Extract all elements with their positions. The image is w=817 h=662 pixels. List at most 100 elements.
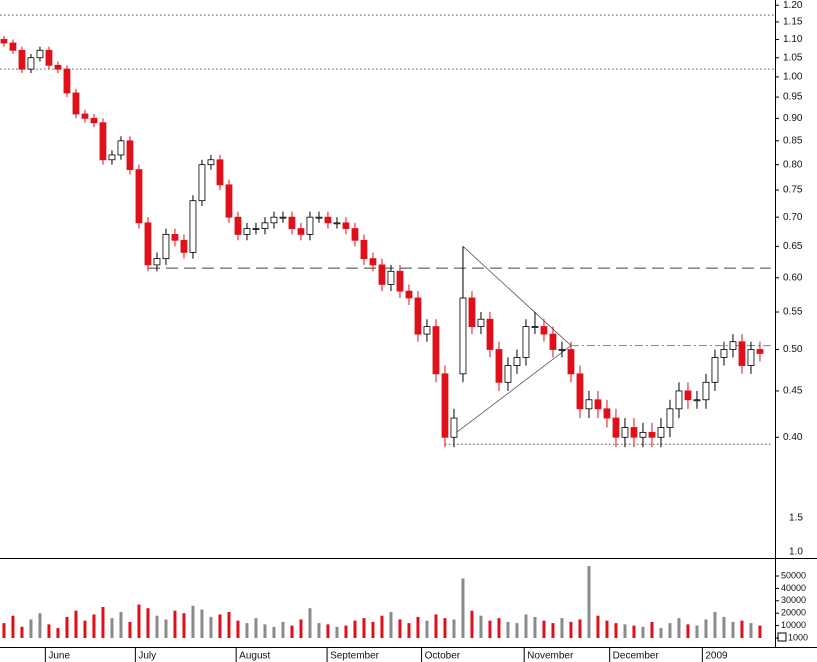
- volume-bar: [452, 619, 456, 638]
- candle-body: [279, 216, 287, 219]
- volume-bar: [722, 616, 726, 638]
- candle-body: [117, 140, 125, 156]
- candle-body: [459, 297, 467, 375]
- volume-bar: [749, 623, 753, 638]
- candle-body: [144, 222, 152, 266]
- x-tick-label: August: [239, 651, 270, 662]
- candle-body: [18, 49, 26, 70]
- x-tick-label: October: [425, 651, 461, 662]
- y-tick-label: 0.85: [783, 135, 803, 146]
- volume-bar: [614, 623, 618, 638]
- volume-bar: [83, 620, 87, 638]
- volume-bar: [263, 624, 267, 638]
- x-tick-label: December: [613, 651, 660, 662]
- volume-bar: [677, 618, 681, 638]
- volume-bar: [488, 620, 492, 638]
- y-tick-label: 0.90: [783, 113, 803, 124]
- candle-body: [603, 408, 611, 419]
- volume-bar: [200, 609, 204, 638]
- volume-bar: [317, 623, 321, 638]
- y-tick-label: 1.20: [783, 0, 803, 11]
- volume-bar: [353, 620, 357, 638]
- candle-body: [171, 234, 179, 241]
- volume-bar: [2, 623, 6, 638]
- y-tick-label: 1.00: [783, 72, 803, 83]
- y-tick-label: 1.10: [783, 34, 803, 45]
- volume-bar: [605, 620, 609, 638]
- volume-bar: [587, 566, 591, 638]
- candle-body: [441, 373, 449, 438]
- candle-body: [225, 184, 233, 218]
- volume-bar: [389, 611, 393, 638]
- candle-body: [369, 258, 377, 266]
- volume-bar: [308, 608, 312, 638]
- trend-line: [453, 345, 572, 435]
- candle-body: [738, 341, 746, 366]
- volume-bar: [461, 578, 465, 638]
- candle-body: [126, 140, 134, 171]
- volume-bar: [92, 614, 96, 638]
- volume-bar: [434, 614, 438, 638]
- y-tick-label: 0.80: [783, 159, 803, 170]
- candle-body: [522, 326, 530, 358]
- volume-bar: [101, 606, 105, 638]
- volume-bar: [38, 613, 42, 638]
- volume-bar: [272, 626, 276, 638]
- volume-unit: 1000: [788, 632, 808, 642]
- volume-bar: [407, 623, 411, 638]
- volume-bar: [713, 611, 717, 638]
- x-tick-label: November: [527, 651, 574, 662]
- candle-body: [432, 326, 440, 375]
- volume-bar: [524, 614, 528, 638]
- candle-body: [612, 417, 620, 438]
- volume-bar: [758, 625, 762, 638]
- candle-body: [450, 417, 458, 438]
- volume-bar: [470, 610, 474, 638]
- volume-bar: [182, 613, 186, 638]
- x-tick-label: June: [48, 651, 70, 662]
- candle-body: [729, 341, 737, 350]
- volume-bar: [659, 628, 663, 638]
- y-tick-label: 0.55: [783, 307, 803, 318]
- volume-bar: [164, 619, 168, 638]
- volume-bar: [641, 626, 645, 638]
- candle-body: [297, 228, 305, 235]
- volume-bar: [623, 624, 627, 638]
- volume-bar: [506, 621, 510, 638]
- candle-body: [720, 349, 728, 358]
- y-tick-label: 0.40: [783, 432, 803, 443]
- candle-body: [639, 431, 647, 438]
- candle-body: [585, 399, 593, 410]
- candle-body: [405, 290, 413, 299]
- volume-tick-label: 10000: [781, 620, 806, 630]
- candle-body: [531, 326, 539, 328]
- volume-bar: [560, 618, 564, 638]
- volume-bar: [155, 615, 159, 638]
- candle-body: [540, 326, 548, 335]
- candle-body: [342, 222, 350, 229]
- volume-tick-label: 50000: [781, 570, 806, 580]
- candle-body: [0, 39, 8, 44]
- candle-body: [270, 216, 278, 224]
- unit-checkbox[interactable]: [777, 632, 787, 642]
- volume-bar: [569, 621, 573, 638]
- extra-label: 1.0: [789, 547, 803, 558]
- candle-body: [504, 365, 512, 383]
- candle-body: [108, 154, 116, 161]
- candle-body: [333, 222, 341, 225]
- volume-bar: [551, 623, 555, 638]
- volume-bar: [29, 619, 33, 638]
- volume-bar: [335, 626, 339, 638]
- volume-tick-label: 30000: [781, 595, 806, 605]
- candle-body: [621, 427, 629, 438]
- candle-body: [675, 390, 683, 410]
- volume-bar: [416, 616, 420, 638]
- volume-bar: [695, 625, 699, 638]
- candle-body: [360, 239, 368, 260]
- y-tick-label: 0.45: [783, 386, 803, 397]
- candle-body: [495, 349, 503, 383]
- volume-bar: [110, 618, 114, 638]
- candle-body: [423, 326, 431, 335]
- volume-bar: [74, 610, 78, 638]
